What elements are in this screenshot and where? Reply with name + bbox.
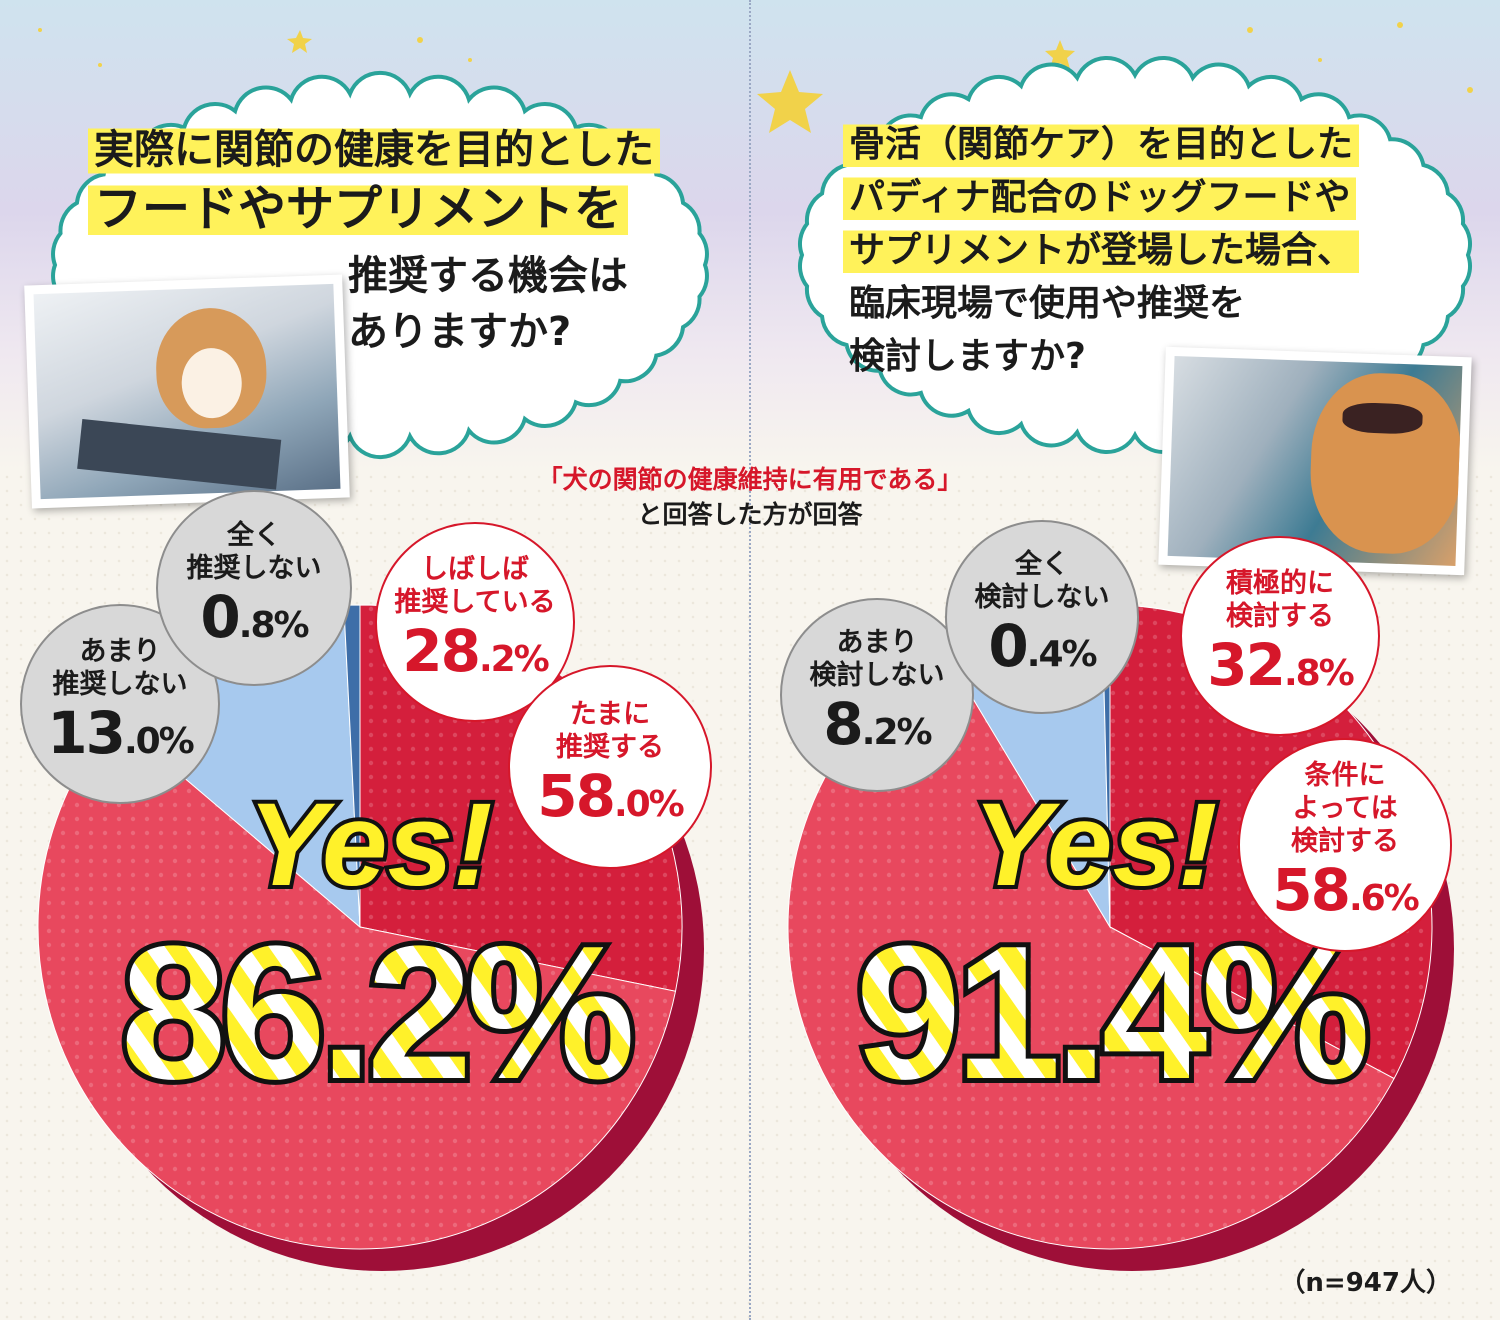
label-left-never-value: 0.8% (200, 582, 309, 651)
question-right-line4: 臨床現場で使用や推奨を (849, 283, 1246, 324)
label-right-conditional-text: 条件に よっては 検討する (1291, 760, 1399, 857)
question-left-line4: ありますか? (348, 309, 572, 355)
label-circle-left-sometimes: たまに 推奨する 58.0% (508, 665, 712, 869)
label-left-often-text: しばしば 推奨している (394, 553, 556, 618)
label-right-never-value: 0.4% (988, 611, 1097, 680)
label-right-rarely-text: あまり 検討しない (809, 626, 945, 691)
yes-left: Yes! 86.2% (116, 775, 642, 1124)
question-left-line1: 実際に関節の健康を目的とした (88, 122, 660, 178)
yes-label-right: Yes! (973, 779, 1218, 911)
pieR-slice-occasional-texture (788, 650, 1395, 1249)
center-divider (749, 0, 751, 1320)
label-circle-right-rarely: あまり 検討しない 8.2% (780, 598, 974, 792)
question-right: 骨活（関節ケア）を目的とした パディナ配合のドッグフードや サプリメントが登場し… (843, 118, 1360, 383)
yes-value-left: 86.2% (121, 907, 631, 1119)
label-circle-left-often: しばしば 推奨している 28.2% (375, 522, 575, 722)
question-left-line3: 推奨する機会は (348, 253, 628, 299)
label-right-rarely-value: 8.2% (823, 689, 932, 758)
question-right-line5: 検討しますか? (849, 336, 1086, 377)
pieL-slice-occasional-texture (37, 718, 676, 1249)
label-circle-right-never: 全く 検討しない 0.4% (945, 520, 1139, 714)
photo-corgi-vet (24, 274, 350, 509)
respondent-note: 「犬の関節の健康維持に有用である」 と回答した方が回答 (440, 462, 1060, 532)
label-right-active-value: 32.8% (1207, 630, 1355, 699)
sparkle-decoration (38, 22, 1473, 133)
yes-right: Yes! 91.4% (851, 775, 1377, 1124)
label-left-rarely-value: 13.0% (47, 698, 195, 767)
label-circle-right-active: 積極的に 検討する 32.8% (1180, 536, 1380, 736)
photo-dog-stethoscope (1158, 346, 1472, 576)
label-circle-left-never: 全く 推奨しない 0.8% (156, 490, 352, 686)
label-left-rarely-text: あまり 推奨しない (52, 635, 188, 700)
question-right-line2: パディナ配合のドッグフードや (843, 171, 1357, 224)
sample-size: （n=947人） (1279, 1268, 1452, 1298)
label-left-sometimes-text: たまに 推奨する (556, 698, 664, 763)
label-right-conditional-value: 58.6% (1272, 856, 1420, 924)
label-left-sometimes-value: 58.0% (537, 761, 685, 830)
label-left-often-value: 28.2% (402, 616, 550, 685)
question-left-line2: フードやサプリメントを (88, 178, 629, 240)
yes-label-left: Yes! (248, 779, 493, 911)
label-right-active-text: 積極的に 検討する (1226, 567, 1334, 632)
label-left-never-text: 全く 推奨しない (186, 519, 322, 584)
respondent-note-line1: 「犬の関節の健康維持に有用である」 (537, 465, 963, 494)
respondent-note-line2: と回答した方が回答 (637, 500, 863, 529)
yes-value-right: 91.4% (856, 907, 1366, 1119)
question-right-line1: 骨活（関節ケア）を目的とした (843, 118, 1360, 171)
question-right-line3: サプリメントが登場した場合、 (843, 224, 1360, 277)
label-right-never-text: 全く 検討しない (974, 548, 1110, 613)
label-circle-right-conditional: 条件に よっては 検討する 58.6% (1238, 738, 1452, 952)
question-left: 実際に関節の健康を目的とした フードやサプリメントを 推奨する機会は ありますか… (88, 122, 660, 360)
